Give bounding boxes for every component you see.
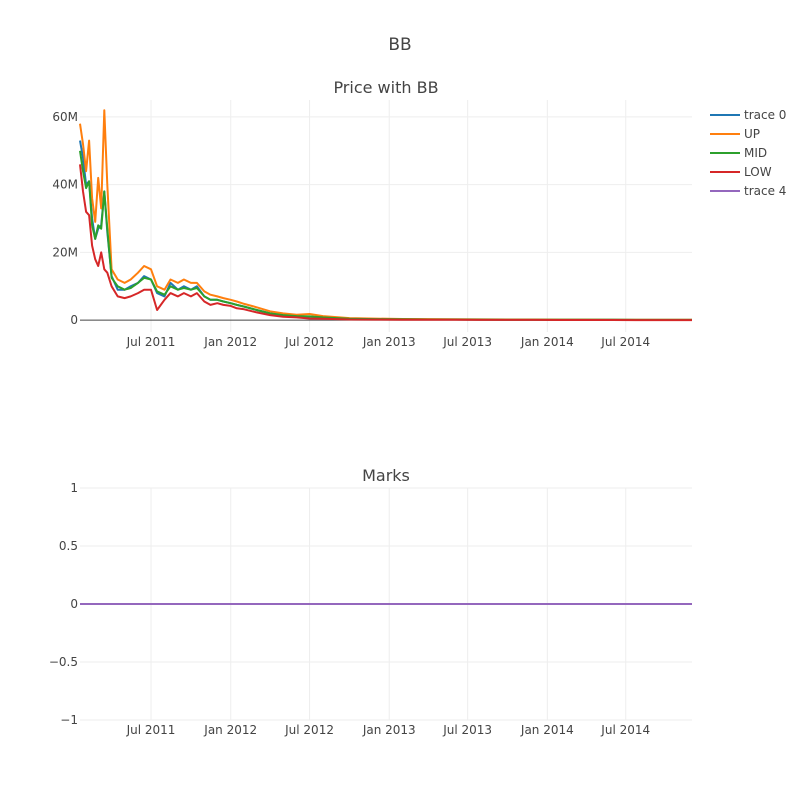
- marks-x-tick-label: Jan 2013: [362, 723, 416, 737]
- marks-x-tick-label: Jul 2012: [284, 723, 334, 737]
- price-panel: Price with BB 0 20M 40M 60M Jul 2011 Jan 201…: [52, 78, 692, 349]
- marks-y-tick-label: 0: [70, 597, 78, 611]
- legend[interactable]: trace 0 UP MID LOW trace 4: [710, 108, 786, 198]
- marks-panel: Marks 10.50−0.5−1 Jul 2011 Jan 2012 Jul 20…: [49, 466, 692, 737]
- price-x-tick-label: Jul 2014: [600, 335, 650, 349]
- price-y-ticks: 0 20M 40M 60M: [52, 110, 78, 327]
- price-x-ticks: Jul 2011 Jan 2012 Jul 2012 Jan 2013 Jul 2013…: [126, 335, 651, 349]
- marks-x-ticks: Jul 2011 Jan 2012 Jul 2012 Jan 2013 Jul 2013…: [126, 723, 651, 737]
- price-series: [79, 109, 692, 322]
- series-line-up: [79, 109, 692, 321]
- series-line-low: [79, 164, 692, 322]
- marks-x-tick-label: Jan 2012: [203, 723, 257, 737]
- price-x-tick-label: Jul 2011: [126, 335, 176, 349]
- marks-panel-title: Marks: [362, 466, 410, 485]
- price-x-tick-label: Jan 2013: [362, 335, 416, 349]
- marks-x-tick-label: Jul 2014: [600, 723, 650, 737]
- legend-item-trace-4[interactable]: trace 4: [710, 184, 786, 198]
- price-x-tick-label: Jan 2012: [203, 335, 257, 349]
- price-y-tick-label: 20M: [52, 245, 78, 259]
- legend-item-trace-0[interactable]: trace 0: [710, 108, 786, 122]
- marks-x-tick-label: Jul 2013: [442, 723, 492, 737]
- legend-item-mid[interactable]: MID: [710, 146, 767, 160]
- marks-x-tick-label: Jan 2014: [520, 723, 574, 737]
- legend-label: UP: [744, 127, 760, 141]
- legend-item-low[interactable]: LOW: [710, 165, 772, 179]
- legend-label: MID: [744, 146, 767, 160]
- legend-label: LOW: [744, 165, 772, 179]
- marks-y-ticks: 1 0.5 0 −0.5 −1: [49, 481, 78, 727]
- price-panel-title: Price with BB: [333, 78, 438, 97]
- legend-item-up[interactable]: UP: [710, 127, 760, 141]
- legend-label: trace 4: [744, 184, 786, 198]
- price-x-tick-label: Jul 2013: [442, 335, 492, 349]
- marks-y-tick-label: −0.5: [49, 655, 78, 669]
- marks-y-tick-label: 1: [70, 481, 78, 495]
- figure-title: BB: [388, 35, 411, 55]
- price-y-tick-label: 60M: [52, 110, 78, 124]
- legend-label: trace 0: [744, 108, 786, 122]
- price-x-tick-label: Jan 2014: [520, 335, 574, 349]
- marks-y-tick-label: 0.5: [59, 539, 78, 553]
- marks-y-tick-label: −1: [60, 713, 78, 727]
- price-y-tick-label: 40M: [52, 178, 78, 192]
- marks-x-tick-label: Jul 2011: [126, 723, 176, 737]
- price-x-tick-label: Jul 2012: [284, 335, 334, 349]
- price-y-tick-label: 0: [70, 313, 78, 327]
- price-grid: [80, 100, 692, 332]
